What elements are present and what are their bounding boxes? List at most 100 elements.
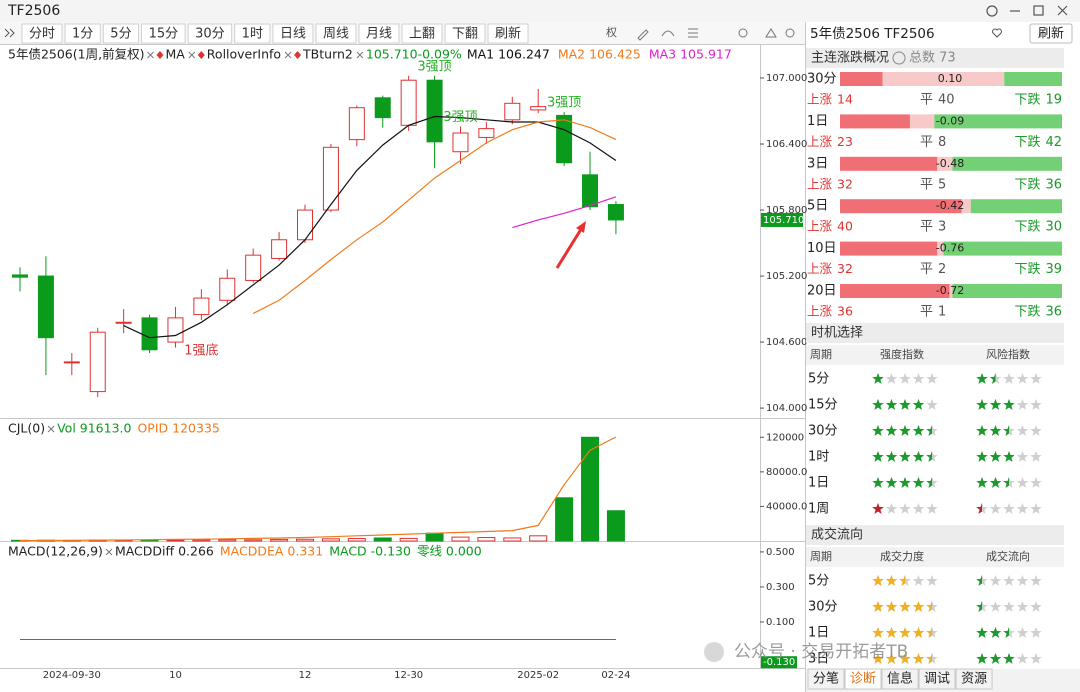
toolbar-button-label[interactable]: 月线	[366, 27, 392, 42]
close-icon[interactable]	[356, 51, 364, 59]
expand-icon[interactable]	[4, 28, 15, 38]
star-rating	[976, 451, 1042, 462]
toolbar-button-label[interactable]: 下翻	[452, 27, 478, 42]
pen-icon[interactable]	[637, 29, 649, 41]
toolbar-button-label[interactable]: 15分	[149, 27, 179, 42]
tab[interactable]	[881, 668, 919, 690]
star-empty	[926, 373, 938, 384]
star-empty	[899, 373, 911, 384]
toolbar-button[interactable]	[102, 23, 140, 44]
star-filled	[872, 373, 884, 384]
toolbar-button-label[interactable]: 刷新	[495, 26, 521, 42]
zoom-icon[interactable]	[738, 28, 748, 38]
period-label: 20日	[807, 284, 837, 299]
star-filled	[912, 627, 925, 638]
period-label: 5分	[808, 574, 829, 589]
close-icon[interactable]	[188, 51, 196, 59]
star-filled	[976, 503, 982, 514]
refresh-label[interactable]: 刷新	[1038, 26, 1064, 42]
help-icon[interactable]	[892, 51, 906, 65]
toolbar-button-label[interactable]: 分时	[29, 27, 55, 42]
favorite-icon[interactable]	[992, 28, 1002, 38]
tab-label[interactable]: 调试	[924, 672, 950, 687]
x-tick-label: 12-30	[394, 670, 423, 681]
toolbar-button-label[interactable]: 30分	[195, 27, 225, 42]
toolbar-button[interactable]	[315, 23, 357, 44]
star-filled	[976, 373, 988, 384]
toolbar-button-label[interactable]: 日线	[280, 27, 306, 42]
close[interactable]	[1057, 5, 1068, 16]
down-label: 下跌	[1014, 134, 1040, 150]
tab[interactable]	[844, 668, 882, 690]
candle-body	[452, 132, 469, 153]
star-rating	[976, 425, 1042, 436]
star-filled	[976, 451, 988, 462]
help-icon[interactable]	[986, 5, 998, 17]
side-title: 5年债2506 TF2506	[810, 26, 935, 42]
legend-text: MA2	[558, 47, 585, 62]
candle-body	[504, 102, 521, 121]
toolbar-button[interactable]	[234, 23, 271, 44]
period-label: 15分	[808, 398, 838, 413]
toolbar-button[interactable]	[187, 23, 233, 44]
toolbar-button[interactable]	[141, 23, 186, 44]
home-icon[interactable]	[765, 28, 777, 38]
settings-icon[interactable]	[785, 28, 795, 38]
maximize[interactable]	[1033, 5, 1044, 16]
tab[interactable]	[955, 668, 993, 690]
tab-label[interactable]: 资源	[961, 672, 987, 687]
tab[interactable]	[918, 668, 956, 690]
star-filled	[899, 451, 911, 462]
star-filled	[926, 653, 932, 664]
legend-text: MACD -0.130	[329, 544, 411, 559]
toolbar-button[interactable]	[444, 23, 486, 44]
close-icon[interactable]	[105, 548, 113, 556]
down-count: 30	[1045, 220, 1062, 235]
arc-icon[interactable]	[661, 30, 675, 37]
toolbar-button[interactable]	[358, 23, 400, 44]
toolbar-button-label[interactable]: 周线	[323, 27, 349, 42]
star-filled	[1003, 451, 1015, 462]
toolbar-button[interactable]	[21, 23, 63, 44]
star-filled	[1003, 477, 1009, 488]
star-empty	[1003, 503, 1015, 514]
candle-body	[374, 97, 391, 119]
refresh-button[interactable]	[1029, 23, 1073, 44]
toolbar-button-label[interactable]: 1时	[242, 27, 263, 42]
period-label: 30分	[807, 72, 837, 87]
menu-icon[interactable]	[688, 28, 698, 38]
tab-label[interactable]: 分笔	[813, 671, 839, 687]
close-icon[interactable]	[147, 51, 154, 59]
legend-text: 14	[837, 92, 853, 107]
star-rating	[976, 503, 1042, 514]
period-label: 1日	[808, 476, 829, 491]
breadth-segment	[961, 199, 971, 214]
toolbar-button-label[interactable]: 1分	[72, 27, 93, 42]
toolbar-icon-label[interactable]: 权	[606, 26, 617, 39]
star-filled	[885, 575, 898, 586]
toolbar-button-label[interactable]: 上翻	[409, 27, 435, 42]
close-icon[interactable]	[47, 425, 55, 433]
star-filled	[899, 627, 911, 638]
toolbar-button[interactable]	[401, 23, 443, 44]
legend-text: MA1	[467, 47, 494, 62]
tab[interactable]	[807, 668, 845, 690]
star-empty	[912, 575, 925, 586]
legend-text: 23	[837, 134, 853, 149]
legend-text: OPID 120335	[137, 421, 219, 436]
legend-text: 上涨	[807, 219, 833, 234]
legend-text: 上涨	[807, 134, 833, 149]
toolbar-button[interactable]	[487, 23, 529, 44]
flat-label: 平	[920, 262, 933, 277]
x-tick-label: 2024-09-30	[43, 670, 101, 681]
toolbar-button[interactable]	[272, 23, 314, 44]
tab-label[interactable]: 诊断	[850, 672, 876, 687]
y-tick-label: 105.800	[766, 205, 807, 216]
toolbar-button-label[interactable]: 5分	[110, 27, 131, 42]
star-filled	[926, 627, 932, 638]
star-filled	[1003, 627, 1009, 638]
tab-label[interactable]: 信息	[887, 671, 913, 687]
star-filled	[912, 451, 925, 462]
toolbar-button[interactable]	[64, 23, 101, 44]
close-icon[interactable]	[284, 51, 292, 59]
